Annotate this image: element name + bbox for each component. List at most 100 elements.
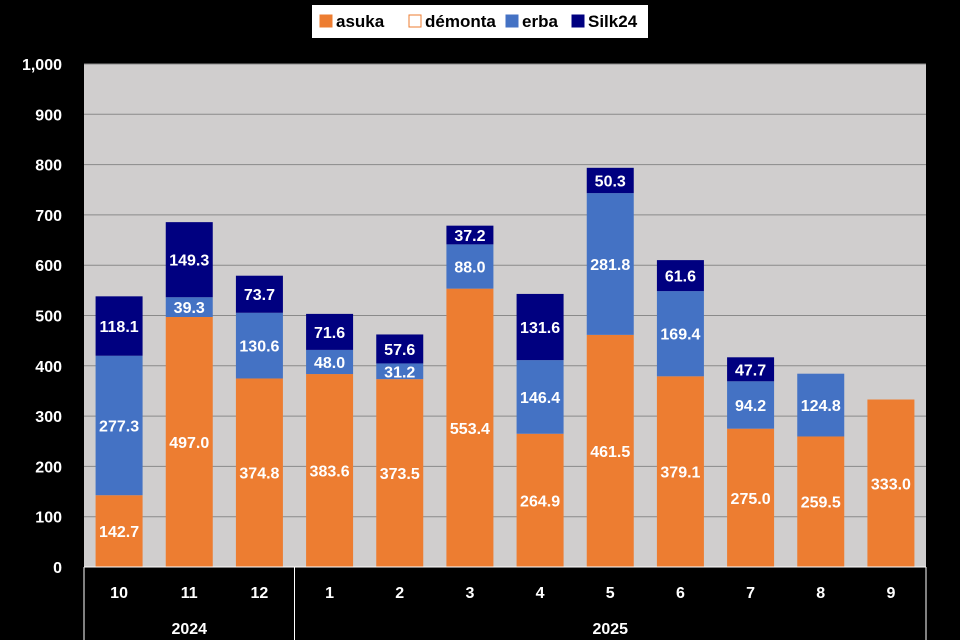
data-label: 146.4 xyxy=(520,390,560,407)
bar-segment-asuka xyxy=(727,428,775,567)
x-tick-label: 1 xyxy=(325,585,334,602)
bar-segment-erba xyxy=(95,355,143,496)
bar-segment-silk24 xyxy=(95,296,143,356)
bar-segment-silk24 xyxy=(586,167,634,194)
bar-segment-silk24 xyxy=(306,313,354,350)
data-label: 149.3 xyxy=(169,253,209,270)
y-tick-label: 600 xyxy=(35,258,62,275)
x-tick-label: 11 xyxy=(181,585,198,602)
bar-segment-silk24 xyxy=(727,357,775,382)
bar-segment-asuka xyxy=(656,376,704,567)
data-label: 88.0 xyxy=(454,260,485,277)
data-label: 39.3 xyxy=(174,300,205,317)
bar-segment-erba xyxy=(446,244,494,289)
x-tick-label: 8 xyxy=(816,585,825,602)
data-label: 47.7 xyxy=(735,362,766,379)
data-label: 497.0 xyxy=(169,435,209,452)
data-label: 275.0 xyxy=(731,491,771,508)
data-label: 124.8 xyxy=(801,398,841,415)
y-tick-label: 800 xyxy=(35,158,62,175)
data-label: 383.6 xyxy=(310,464,350,481)
bar-segment-silk24 xyxy=(446,225,494,245)
data-label: 131.6 xyxy=(520,320,560,337)
year-label: 2024 xyxy=(171,621,207,638)
legend-label: démonta xyxy=(425,12,496,31)
data-label: 48.0 xyxy=(314,355,345,372)
bar-segment-asuka xyxy=(586,334,634,567)
bar-segment-asuka xyxy=(516,433,564,567)
data-label: 50.3 xyxy=(595,173,626,190)
legend-label: erba xyxy=(522,12,558,31)
y-tick-label: 400 xyxy=(35,359,62,376)
year-label: 2025 xyxy=(592,621,628,638)
data-label: 281.8 xyxy=(590,257,630,274)
bar-segment-asuka xyxy=(95,495,143,567)
data-label: 142.7 xyxy=(99,524,139,541)
x-tick-label: 10 xyxy=(110,585,128,602)
bar-segment-asuka xyxy=(376,379,424,567)
bar-segment-erba xyxy=(376,363,424,380)
bar-segment-erba xyxy=(516,360,564,434)
bar-segment-silk24 xyxy=(376,334,424,364)
gridlines xyxy=(84,63,926,518)
y-axis: 0 100 200 300 400 500 600 700 800 900 1,000 xyxy=(22,57,62,577)
bar-segment-silk24 xyxy=(235,275,283,313)
data-label: 461.5 xyxy=(590,444,630,461)
legend: asuka démonta erba Silk24 xyxy=(312,5,648,38)
x-tick-label: 9 xyxy=(886,585,895,602)
bar-segment-asuka xyxy=(306,374,354,567)
legend-swatch-démonta xyxy=(408,14,422,28)
data-label: 130.6 xyxy=(239,339,279,356)
bar-segment-asuka xyxy=(797,436,845,567)
legend-swatch-silk24 xyxy=(571,14,585,28)
data-label: 71.6 xyxy=(314,325,345,342)
bar-segment-erba xyxy=(306,349,354,375)
bars: 142.7 277.3 118.1 497.0 39.3 149.3 374.8 130.6 7… xyxy=(95,167,915,567)
bar-segment-erba xyxy=(165,297,213,318)
x-tick-label: 7 xyxy=(746,585,755,602)
bar-segment-asuka xyxy=(446,288,494,567)
data-label: 57.6 xyxy=(384,342,415,359)
bar-segment-asuka xyxy=(235,378,283,567)
x-tick-label: 12 xyxy=(251,585,269,602)
bar-segment-erba xyxy=(235,312,283,379)
data-label: 73.7 xyxy=(244,287,275,304)
y-tick-label: 500 xyxy=(35,309,62,326)
data-label: 277.3 xyxy=(99,418,139,435)
bar-segment-erba xyxy=(586,193,634,335)
data-label: 118.1 xyxy=(100,319,139,336)
bar-segment-silk24 xyxy=(516,293,564,361)
bar-segment-asuka xyxy=(165,317,213,567)
x-tick-label: 5 xyxy=(606,585,615,602)
bar-segment-erba xyxy=(727,381,775,429)
data-label: 259.5 xyxy=(801,495,841,512)
data-label: 553.4 xyxy=(450,421,490,438)
bar-segment-asuka xyxy=(867,399,915,567)
data-label: 94.2 xyxy=(735,398,766,415)
data-label: 37.2 xyxy=(454,228,485,245)
bar-segment-silk24 xyxy=(656,260,704,292)
data-label: 61.6 xyxy=(665,269,696,286)
legend-swatch-asuka xyxy=(319,14,333,28)
data-label: 374.8 xyxy=(239,466,279,483)
y-tick-label: 1,000 xyxy=(22,57,62,74)
y-tick-label: 0 xyxy=(53,560,62,577)
legend-box xyxy=(312,5,648,38)
data-label: 31.2 xyxy=(384,364,415,381)
bar-segment-erba xyxy=(797,373,845,437)
data-label: 264.9 xyxy=(520,493,560,510)
data-label: 379.1 xyxy=(660,465,700,482)
y-tick-label: 200 xyxy=(35,459,62,476)
y-tick-label: 300 xyxy=(35,409,62,426)
x-tick-label: 6 xyxy=(676,585,685,602)
data-label: 373.5 xyxy=(380,466,420,483)
y-tick-label: 100 xyxy=(35,510,62,527)
data-label: 169.4 xyxy=(660,327,700,344)
x-tick-label: 2 xyxy=(395,585,404,602)
y-tick-label: 900 xyxy=(35,107,62,124)
legend-label: Silk24 xyxy=(588,12,638,31)
x-tick-label: 4 xyxy=(536,585,545,602)
legend-swatch-erba xyxy=(505,14,519,28)
